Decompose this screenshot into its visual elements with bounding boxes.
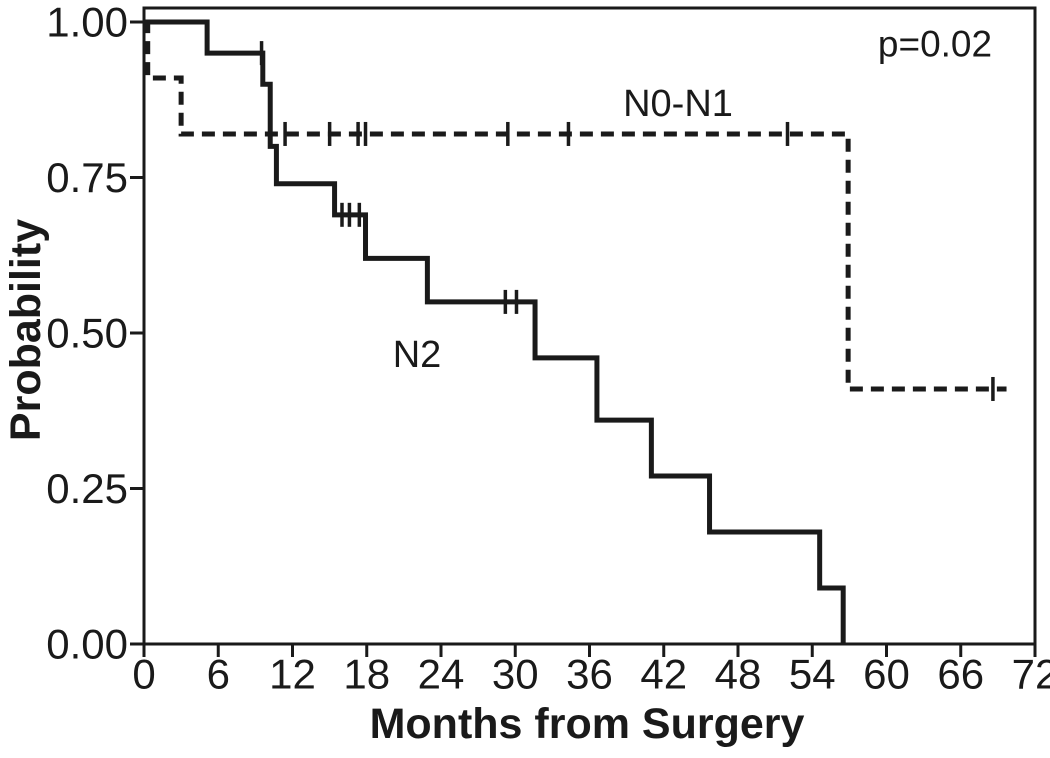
series-layer (144, 19, 1007, 644)
x-axis-tick-label: 30 (492, 651, 539, 698)
x-axis-tick-label: 6 (207, 651, 230, 698)
p-value-label: p=0.02 (878, 24, 992, 65)
x-axis-tick-label: 66 (937, 651, 984, 698)
x-axis-tick-label: 60 (863, 651, 910, 698)
series-label-n0-n1: N0-N1 (623, 83, 733, 125)
y-axis-tick-label: 0.25 (46, 465, 128, 512)
x-axis-tick-label: 36 (566, 651, 613, 698)
y-axis-tick-label: 1.00 (46, 0, 128, 46)
y-axis-title: Probability (2, 219, 50, 441)
x-axis-tick-label: 54 (789, 651, 836, 698)
x-axis-tick-label: 48 (715, 651, 762, 698)
y-axis-tick-label: 0.75 (46, 154, 128, 201)
x-axis-tick-label: 12 (269, 651, 316, 698)
x-axis-tick-label: 24 (418, 651, 465, 698)
x-axis-tick-label: 72 (1012, 651, 1050, 698)
n0-n1-curve (145, 19, 1007, 392)
y-axis-tick-label: 0.50 (46, 310, 128, 357)
n2-curve (144, 19, 846, 644)
x-axis-title: Months from Surgery (370, 700, 805, 748)
x-axis-tick-label: 0 (132, 651, 155, 698)
x-axis-tick-label: 42 (640, 651, 687, 698)
x-axis-tick-label: 18 (343, 651, 390, 698)
y-axis-tick-label: 0.00 (46, 621, 128, 668)
axes-layer: 0 6 12 18 24 30 36 42 48 54 60 66 72 0.00 0.25 0.50 0.75… (46, 0, 1050, 698)
plot-border (142, 6, 1037, 646)
series-label-n2: N2 (393, 334, 442, 376)
